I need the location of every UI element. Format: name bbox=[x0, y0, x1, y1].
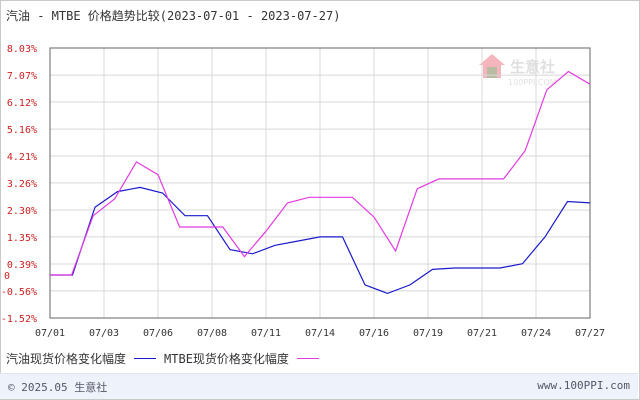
x-tick-label: 07/08 bbox=[197, 328, 227, 339]
x-tick-label: 07/14 bbox=[305, 328, 335, 339]
x-tick-label: 07/01 bbox=[35, 328, 65, 339]
y-tick-label: 1.35% bbox=[7, 233, 37, 244]
x-tick-label: 07/06 bbox=[143, 328, 173, 339]
y-zero-label: 0 bbox=[4, 271, 10, 282]
watermark-logo: 生意社 100PPI.COM bbox=[478, 52, 557, 87]
x-tick-label: 07/21 bbox=[467, 328, 497, 339]
x-tick-label: 07/27 bbox=[575, 328, 605, 339]
legend-item-series2: MTBE现货价格变化幅度 bbox=[164, 350, 319, 367]
x-tick-label: 07/16 bbox=[359, 328, 389, 339]
y-tick-label: 6.12% bbox=[7, 98, 37, 109]
legend-label-series1: 汽油现货价格变化幅度 bbox=[6, 352, 127, 366]
legend-swatch-series2 bbox=[296, 358, 319, 359]
y-tick-label: 0.39% bbox=[7, 260, 37, 271]
series-line-2 bbox=[50, 70, 591, 276]
legend-item-series1: 汽油现货价格变化幅度 bbox=[6, 350, 157, 367]
x-tick-label: 07/19 bbox=[413, 328, 443, 339]
series-line-1 bbox=[50, 186, 591, 295]
footer-url[interactable]: www.100PPI.com bbox=[537, 379, 630, 392]
y-tick-label: -1.52% bbox=[1, 314, 37, 325]
legend-label-series2: MTBE现货价格变化幅度 bbox=[164, 352, 289, 366]
y-tick-label: 7.07% bbox=[7, 71, 37, 82]
line-chart: 8.03% 7.07% 6.12% 5.16% 4.21% 3.26% 2.30% 1.35%… bbox=[1, 44, 605, 339]
logo-name: 生意社 bbox=[510, 58, 556, 76]
logo-site: 100PPI.COM bbox=[508, 78, 557, 87]
legend-swatch-series1 bbox=[134, 358, 157, 359]
plot-area-border bbox=[49, 47, 591, 319]
x-tick-label: 07/24 bbox=[521, 328, 551, 339]
x-tick-label: 07/03 bbox=[89, 328, 119, 339]
y-tick-label: -0.56% bbox=[1, 287, 37, 298]
y-tick-label: 3.26% bbox=[7, 179, 37, 190]
chart-legend: 汽油现货价格变化幅度 MTBE现货价格变化幅度 bbox=[6, 350, 327, 367]
y-tick-label: 2.30% bbox=[7, 206, 37, 217]
x-tick-label: 07/11 bbox=[251, 328, 281, 339]
chart-title: 汽油 - MTBE 价格趋势比较(2023-07-01 - 2023-07-27… bbox=[6, 9, 341, 23]
footer-bar: © 2025.05 生意社 www.100PPI.com bbox=[0, 373, 638, 399]
footer-copyright: © 2025.05 生意社 bbox=[8, 381, 108, 394]
y-tick-label: 8.03% bbox=[7, 44, 37, 55]
y-tick-label: 4.21% bbox=[7, 152, 37, 163]
y-tick-label: 5.16% bbox=[7, 125, 37, 136]
house-logo-icon bbox=[479, 54, 505, 78]
